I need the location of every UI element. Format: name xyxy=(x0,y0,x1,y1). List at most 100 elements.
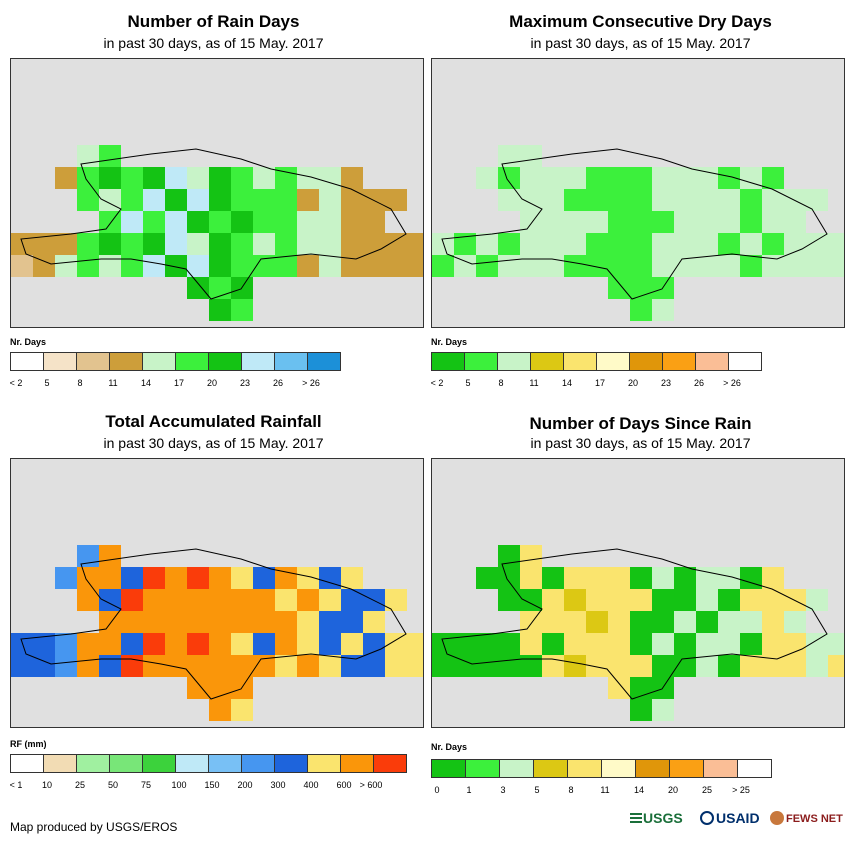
map-cell xyxy=(542,611,564,633)
map-cell xyxy=(385,255,407,277)
map-cell xyxy=(231,699,253,721)
map-cell xyxy=(209,233,231,255)
map-cell xyxy=(652,189,674,211)
map-cell xyxy=(55,233,77,255)
map-cell xyxy=(341,589,363,611)
map-cell xyxy=(77,545,99,567)
map-cell xyxy=(476,255,498,277)
legend-label: > 25 xyxy=(732,785,750,795)
map-cell xyxy=(608,277,630,299)
map-cell xyxy=(165,189,187,211)
legend-swatch xyxy=(77,755,110,772)
map-cell xyxy=(586,211,608,233)
map-cell xyxy=(143,567,165,589)
map-cell xyxy=(319,167,341,189)
fewsnet-logo: FEWS NET xyxy=(770,811,843,825)
map-cell xyxy=(762,255,784,277)
map-cell xyxy=(674,611,696,633)
legend-swatch xyxy=(564,353,597,370)
map-cell xyxy=(77,145,99,167)
map-cell xyxy=(454,255,476,277)
legend-label: 26 xyxy=(693,378,705,388)
map-cell xyxy=(718,211,740,233)
map-cell xyxy=(498,567,520,589)
map-cell xyxy=(297,655,319,677)
panel-subtitle: in past 30 days, as of 15 May. 2017 xyxy=(103,35,324,51)
legend-label: 25 xyxy=(701,785,713,795)
map-cell xyxy=(121,611,143,633)
map-cell xyxy=(121,655,143,677)
map-cell xyxy=(498,233,520,255)
panel-title: Maximum Consecutive Dry Days xyxy=(509,12,772,31)
legend-swatch xyxy=(500,760,534,777)
map-cell xyxy=(630,699,652,721)
map-cell xyxy=(784,255,806,277)
map-cell xyxy=(231,211,253,233)
map-cell xyxy=(520,233,542,255)
map-cell xyxy=(696,211,718,233)
map-cell xyxy=(476,233,498,255)
map-cell xyxy=(564,167,586,189)
map-cell xyxy=(674,633,696,655)
map-cell xyxy=(652,233,674,255)
map-cell xyxy=(341,633,363,655)
map-cell xyxy=(209,655,231,677)
legend-label: 20 xyxy=(206,378,218,388)
map-cell xyxy=(806,233,828,255)
map-cell xyxy=(253,633,275,655)
map-cell xyxy=(652,299,674,321)
legend-swatch xyxy=(602,760,636,777)
coastline xyxy=(441,148,828,300)
map-cell xyxy=(187,167,209,189)
map-days-since-rain xyxy=(431,458,845,728)
map-cell xyxy=(55,255,77,277)
map-cell xyxy=(407,633,423,655)
map-cell xyxy=(498,145,520,167)
legend-label: 75 xyxy=(140,780,152,790)
map-cell xyxy=(564,589,586,611)
map-cell xyxy=(564,611,586,633)
legend-swatch xyxy=(465,353,498,370)
map-cell xyxy=(608,167,630,189)
map-cell xyxy=(11,633,33,655)
map-cell xyxy=(674,167,696,189)
map-cell xyxy=(498,655,520,677)
map-cell xyxy=(231,567,253,589)
map-cell xyxy=(99,655,121,677)
legend-swatch xyxy=(374,755,406,772)
map-cell xyxy=(77,167,99,189)
legend-swatch xyxy=(143,353,176,370)
map-cell xyxy=(608,567,630,589)
map-cell xyxy=(652,255,674,277)
map-cell xyxy=(740,589,762,611)
map-cell xyxy=(231,299,253,321)
map-cell xyxy=(828,633,844,655)
map-cell xyxy=(341,655,363,677)
map-cell xyxy=(586,233,608,255)
legend-swatch xyxy=(531,353,564,370)
map-cell xyxy=(143,211,165,233)
legend-label: 100 xyxy=(171,780,187,790)
map-rain-days xyxy=(10,58,424,328)
legend-label: 50 xyxy=(107,780,119,790)
map-cell xyxy=(696,567,718,589)
usaid-seal-icon xyxy=(700,811,714,825)
map-credit: Map produced by USGS/EROS xyxy=(10,820,178,834)
map-cell xyxy=(209,167,231,189)
map-cell xyxy=(806,633,828,655)
legend-swatch xyxy=(308,353,340,370)
map-cell xyxy=(253,655,275,677)
map-cell xyxy=(319,589,341,611)
map-cell xyxy=(542,655,564,677)
map-cell xyxy=(542,589,564,611)
map-cell xyxy=(385,589,407,611)
map-cell xyxy=(77,633,99,655)
map-cell xyxy=(319,233,341,255)
map-cell xyxy=(55,167,77,189)
map-cell xyxy=(231,589,253,611)
map-cell xyxy=(231,611,253,633)
legend-swatch xyxy=(209,353,242,370)
map-cell xyxy=(718,167,740,189)
map-cell xyxy=(363,255,385,277)
map-cell xyxy=(363,655,385,677)
